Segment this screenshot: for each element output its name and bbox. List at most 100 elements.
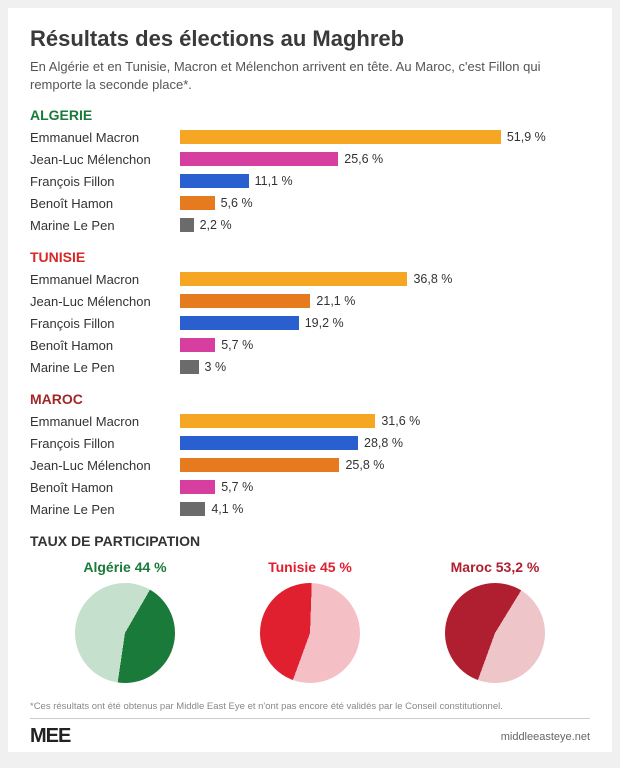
pie-label: Maroc 53,2 % [410,559,580,575]
bar-area: 36,8 % [180,272,590,286]
bar-area: 11,1 % [180,174,590,188]
country-block: TUNISIE Emmanuel Macron 36,8 % Jean-Luc Mél… [30,249,590,377]
pie-label: Algérie 44 % [40,559,210,575]
bar-row: Benoît Hamon 5,6 % [30,193,590,213]
bar [180,196,215,210]
value-label: 25,8 % [345,458,384,472]
bar-area: 31,6 % [180,414,590,428]
value-label: 28,8 % [364,436,403,450]
bar [180,436,358,450]
value-label: 4,1 % [211,502,243,516]
bar [180,316,299,330]
value-label: 5,7 % [221,480,253,494]
bar-area: 19,2 % [180,316,590,330]
candidate-label: François Fillon [30,436,180,451]
bar [180,152,338,166]
bar-row: Emmanuel Macron 36,8 % [30,269,590,289]
bar [180,360,199,374]
bar-row: Emmanuel Macron 51,9 % [30,127,590,147]
bar-row: Jean-Luc Mélenchon 25,6 % [30,149,590,169]
bar-row: Emmanuel Macron 31,6 % [30,411,590,431]
pie-chart [445,583,545,683]
candidate-label: Benoît Hamon [30,480,180,495]
bar [180,338,215,352]
infographic-card: Résultats des élections au Maghreb En Al… [8,8,612,752]
candidate-label: Emmanuel Macron [30,414,180,429]
candidate-label: Emmanuel Macron [30,130,180,145]
country-block: ALGERIE Emmanuel Macron 51,9 % Jean-Luc Mél… [30,107,590,235]
value-label: 25,6 % [344,152,383,166]
country-block: MAROC Emmanuel Macron 31,6 % François Fillo… [30,391,590,519]
bar-area: 2,2 % [180,218,590,232]
page-title: Résultats des élections au Maghreb [30,26,590,52]
bar-row: François Fillon 28,8 % [30,433,590,453]
pie-block: Maroc 53,2 % [410,559,580,683]
pie-block: Tunisie 45 % [225,559,395,683]
footer: MEE middleeasteye.net [30,725,590,748]
bar [180,174,249,188]
bar-row: Jean-Luc Mélenchon 25,8 % [30,455,590,475]
bar-area: 21,1 % [180,294,590,308]
bar-area: 25,8 % [180,458,590,472]
candidate-label: Benoît Hamon [30,196,180,211]
bar-row: Marine Le Pen 3 % [30,357,590,377]
bar-row: Marine Le Pen 4,1 % [30,499,590,519]
pie-block: Algérie 44 % [40,559,210,683]
value-label: 36,8 % [413,272,452,286]
bar-area: 25,6 % [180,152,590,166]
bar-area: 5,6 % [180,196,590,210]
value-label: 51,9 % [507,130,546,144]
bar-row: François Fillon 19,2 % [30,313,590,333]
bar [180,130,501,144]
pie-chart [75,583,175,683]
participation-title: TAUX DE PARTICIPATION [30,533,590,549]
bar [180,480,215,494]
value-label: 21,1 % [316,294,355,308]
participation-pies: Algérie 44 % Tunisie 45 % Maroc 53,2 % [30,559,590,683]
bar [180,502,205,516]
country-name: ALGERIE [30,107,590,123]
bar [180,294,310,308]
candidate-label: Marine Le Pen [30,218,180,233]
candidate-label: Jean-Luc Mélenchon [30,294,180,309]
value-label: 31,6 % [381,414,420,428]
country-name: TUNISIE [30,249,590,265]
value-label: 5,7 % [221,338,253,352]
source-link: middleeasteye.net [501,731,590,743]
pie-chart [260,583,360,683]
bar-area: 28,8 % [180,436,590,450]
candidate-label: François Fillon [30,316,180,331]
bar-area: 5,7 % [180,338,590,352]
country-name: MAROC [30,391,590,407]
candidate-label: Marine Le Pen [30,360,180,375]
value-label: 5,6 % [221,196,253,210]
bar-row: Benoît Hamon 5,7 % [30,335,590,355]
candidate-label: François Fillon [30,174,180,189]
candidate-label: Jean-Luc Mélenchon [30,152,180,167]
bar-row: François Fillon 11,1 % [30,171,590,191]
bar [180,272,407,286]
candidate-label: Benoît Hamon [30,338,180,353]
candidate-label: Jean-Luc Mélenchon [30,458,180,473]
bar-area: 51,9 % [180,130,590,144]
bar-row: Benoît Hamon 5,7 % [30,477,590,497]
value-label: 11,1 % [255,174,293,188]
bar-area: 5,7 % [180,480,590,494]
bar [180,218,194,232]
value-label: 19,2 % [305,316,344,330]
value-label: 2,2 % [200,218,232,232]
bar [180,414,375,428]
subtitle: En Algérie et en Tunisie, Macron et Méle… [30,58,590,93]
bar-row: Jean-Luc Mélenchon 21,1 % [30,291,590,311]
candidate-label: Marine Le Pen [30,502,180,517]
pie-label: Tunisie 45 % [225,559,395,575]
bar-area: 3 % [180,360,590,374]
bar-row: Marine Le Pen 2,2 % [30,215,590,235]
candidate-label: Emmanuel Macron [30,272,180,287]
bar-area: 4,1 % [180,502,590,516]
value-label: 3 % [205,360,227,374]
footnote: *Ces résultats ont été obtenus par Middl… [30,701,590,719]
bar [180,458,339,472]
logo: MEE [30,725,70,748]
countries-container: ALGERIE Emmanuel Macron 51,9 % Jean-Luc Mél… [30,107,590,519]
